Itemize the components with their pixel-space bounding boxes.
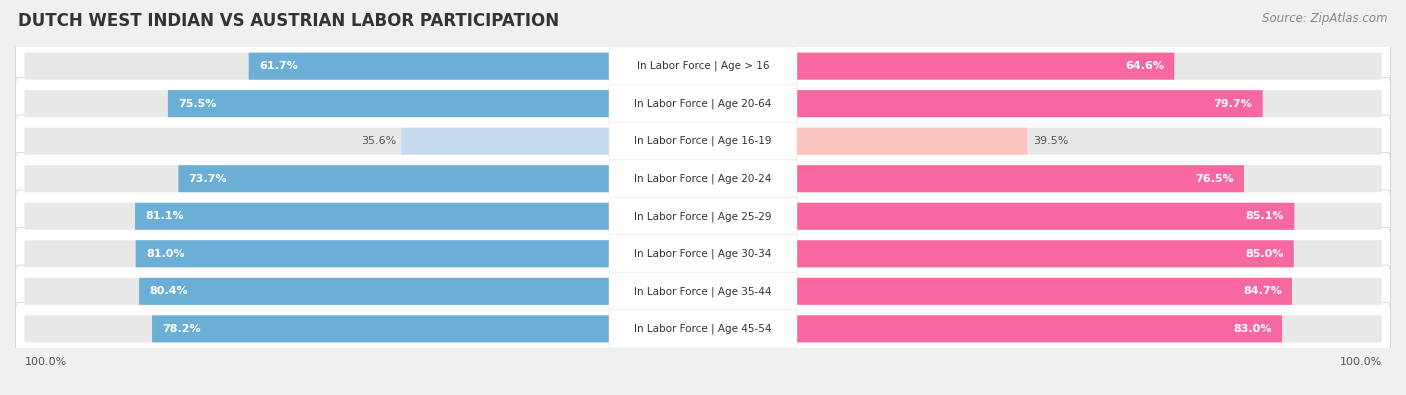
FancyBboxPatch shape bbox=[796, 165, 1244, 192]
FancyBboxPatch shape bbox=[796, 128, 1382, 155]
FancyBboxPatch shape bbox=[15, 303, 1391, 355]
FancyBboxPatch shape bbox=[796, 128, 1028, 155]
FancyBboxPatch shape bbox=[24, 240, 610, 267]
FancyBboxPatch shape bbox=[179, 165, 610, 192]
Text: 80.4%: 80.4% bbox=[149, 286, 188, 296]
Text: 84.7%: 84.7% bbox=[1243, 286, 1282, 296]
FancyBboxPatch shape bbox=[609, 197, 797, 235]
Text: In Labor Force | Age 16-19: In Labor Force | Age 16-19 bbox=[634, 136, 772, 147]
Text: 100.0%: 100.0% bbox=[24, 357, 66, 367]
Text: 79.7%: 79.7% bbox=[1213, 99, 1253, 109]
FancyBboxPatch shape bbox=[135, 240, 610, 267]
FancyBboxPatch shape bbox=[796, 240, 1294, 267]
FancyBboxPatch shape bbox=[796, 240, 1382, 267]
FancyBboxPatch shape bbox=[796, 278, 1292, 305]
FancyBboxPatch shape bbox=[15, 265, 1391, 318]
FancyBboxPatch shape bbox=[609, 85, 797, 123]
Text: 64.6%: 64.6% bbox=[1125, 61, 1164, 71]
Text: 75.5%: 75.5% bbox=[179, 99, 217, 109]
Text: 81.1%: 81.1% bbox=[145, 211, 184, 221]
Text: In Labor Force | Age 20-64: In Labor Force | Age 20-64 bbox=[634, 98, 772, 109]
Text: In Labor Force | Age 35-44: In Labor Force | Age 35-44 bbox=[634, 286, 772, 297]
FancyBboxPatch shape bbox=[24, 278, 610, 305]
FancyBboxPatch shape bbox=[152, 315, 610, 342]
FancyBboxPatch shape bbox=[796, 315, 1282, 342]
FancyBboxPatch shape bbox=[139, 278, 610, 305]
Text: 61.7%: 61.7% bbox=[259, 61, 298, 71]
Text: 35.6%: 35.6% bbox=[361, 136, 396, 146]
Text: In Labor Force | Age 45-54: In Labor Force | Age 45-54 bbox=[634, 324, 772, 334]
FancyBboxPatch shape bbox=[15, 115, 1391, 167]
FancyBboxPatch shape bbox=[796, 278, 1382, 305]
FancyBboxPatch shape bbox=[249, 53, 610, 80]
FancyBboxPatch shape bbox=[15, 190, 1391, 243]
FancyBboxPatch shape bbox=[609, 235, 797, 273]
Text: 39.5%: 39.5% bbox=[1033, 136, 1069, 146]
FancyBboxPatch shape bbox=[796, 203, 1295, 230]
Text: 73.7%: 73.7% bbox=[188, 174, 228, 184]
FancyBboxPatch shape bbox=[796, 203, 1382, 230]
FancyBboxPatch shape bbox=[796, 90, 1382, 117]
FancyBboxPatch shape bbox=[24, 203, 610, 230]
Text: In Labor Force | Age 20-24: In Labor Force | Age 20-24 bbox=[634, 173, 772, 184]
Text: 85.0%: 85.0% bbox=[1246, 249, 1284, 259]
FancyBboxPatch shape bbox=[24, 165, 610, 192]
FancyBboxPatch shape bbox=[796, 315, 1382, 342]
FancyBboxPatch shape bbox=[609, 310, 797, 348]
FancyBboxPatch shape bbox=[15, 77, 1391, 130]
Text: 78.2%: 78.2% bbox=[162, 324, 201, 334]
FancyBboxPatch shape bbox=[167, 90, 610, 117]
FancyBboxPatch shape bbox=[796, 90, 1263, 117]
FancyBboxPatch shape bbox=[796, 53, 1174, 80]
Text: In Labor Force | Age > 16: In Labor Force | Age > 16 bbox=[637, 61, 769, 71]
FancyBboxPatch shape bbox=[609, 122, 797, 160]
FancyBboxPatch shape bbox=[796, 53, 1382, 80]
FancyBboxPatch shape bbox=[24, 128, 610, 155]
Text: In Labor Force | Age 30-34: In Labor Force | Age 30-34 bbox=[634, 248, 772, 259]
FancyBboxPatch shape bbox=[609, 272, 797, 310]
FancyBboxPatch shape bbox=[796, 165, 1382, 192]
FancyBboxPatch shape bbox=[24, 90, 610, 117]
Text: 81.0%: 81.0% bbox=[146, 249, 184, 259]
FancyBboxPatch shape bbox=[15, 40, 1391, 92]
FancyBboxPatch shape bbox=[15, 152, 1391, 205]
Text: DUTCH WEST INDIAN VS AUSTRIAN LABOR PARTICIPATION: DUTCH WEST INDIAN VS AUSTRIAN LABOR PART… bbox=[18, 12, 560, 30]
Text: 83.0%: 83.0% bbox=[1233, 324, 1271, 334]
FancyBboxPatch shape bbox=[135, 203, 610, 230]
Text: 85.1%: 85.1% bbox=[1246, 211, 1284, 221]
FancyBboxPatch shape bbox=[609, 160, 797, 198]
Text: Source: ZipAtlas.com: Source: ZipAtlas.com bbox=[1263, 12, 1388, 25]
FancyBboxPatch shape bbox=[609, 47, 797, 85]
FancyBboxPatch shape bbox=[24, 53, 610, 80]
FancyBboxPatch shape bbox=[15, 228, 1391, 280]
Text: 76.5%: 76.5% bbox=[1195, 174, 1233, 184]
Text: 100.0%: 100.0% bbox=[1340, 357, 1382, 367]
FancyBboxPatch shape bbox=[402, 128, 610, 155]
FancyBboxPatch shape bbox=[24, 315, 610, 342]
Text: In Labor Force | Age 25-29: In Labor Force | Age 25-29 bbox=[634, 211, 772, 222]
